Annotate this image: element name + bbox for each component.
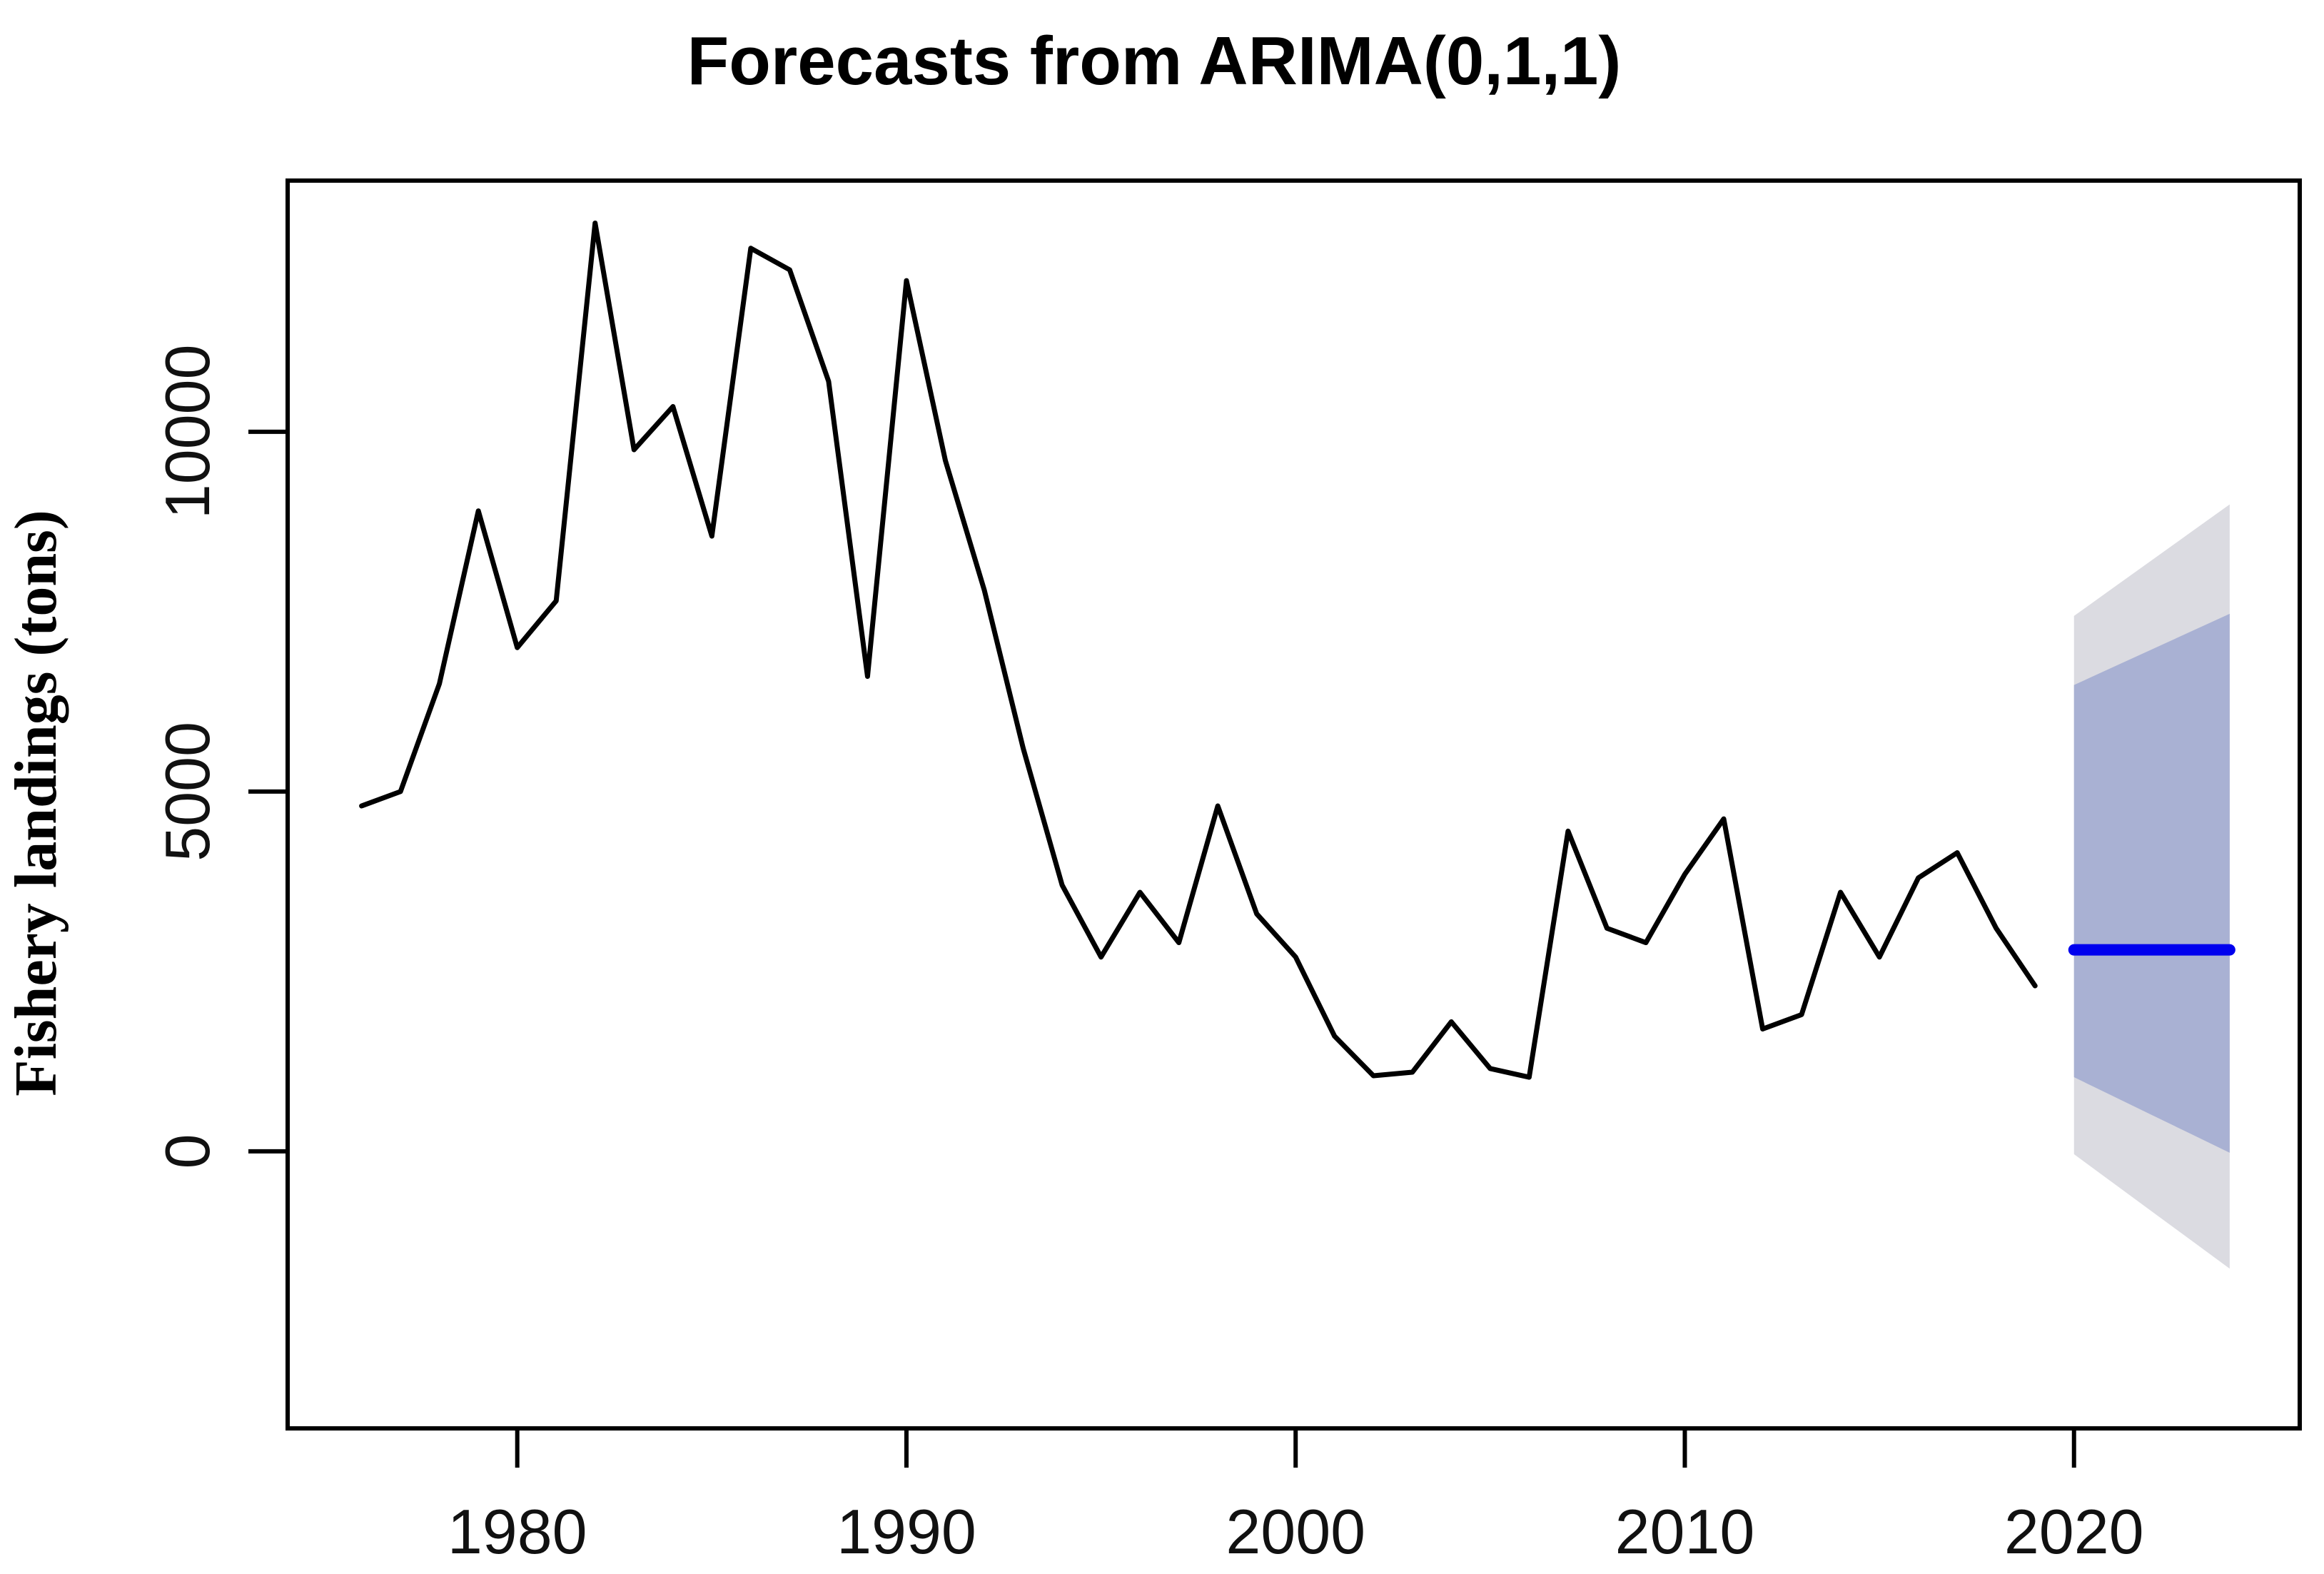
- plot-border: [286, 178, 2302, 1431]
- y-tick-label: 0: [152, 1134, 223, 1169]
- x-tick-label: 2020: [2004, 1496, 2144, 1567]
- observed-line: [359, 220, 2038, 1080]
- x-tick-label: 2000: [1226, 1496, 1365, 1567]
- chart-title: Forecasts from ARIMA(0,1,1): [687, 23, 1622, 99]
- x-tick-label: 1990: [837, 1496, 976, 1567]
- y-tick-label: 5000: [152, 722, 223, 862]
- x-tick-label: 2010: [1615, 1496, 1755, 1567]
- x-tick-label: 1980: [448, 1496, 587, 1567]
- chart-layers: 1980 1990 2000 2010 2020 0 5000 10000: [152, 178, 2302, 1567]
- y-tick-label: 10000: [152, 344, 223, 519]
- y-axis-title: Fishery landings (tons): [3, 510, 69, 1096]
- interval-80-band: [2073, 613, 2230, 1153]
